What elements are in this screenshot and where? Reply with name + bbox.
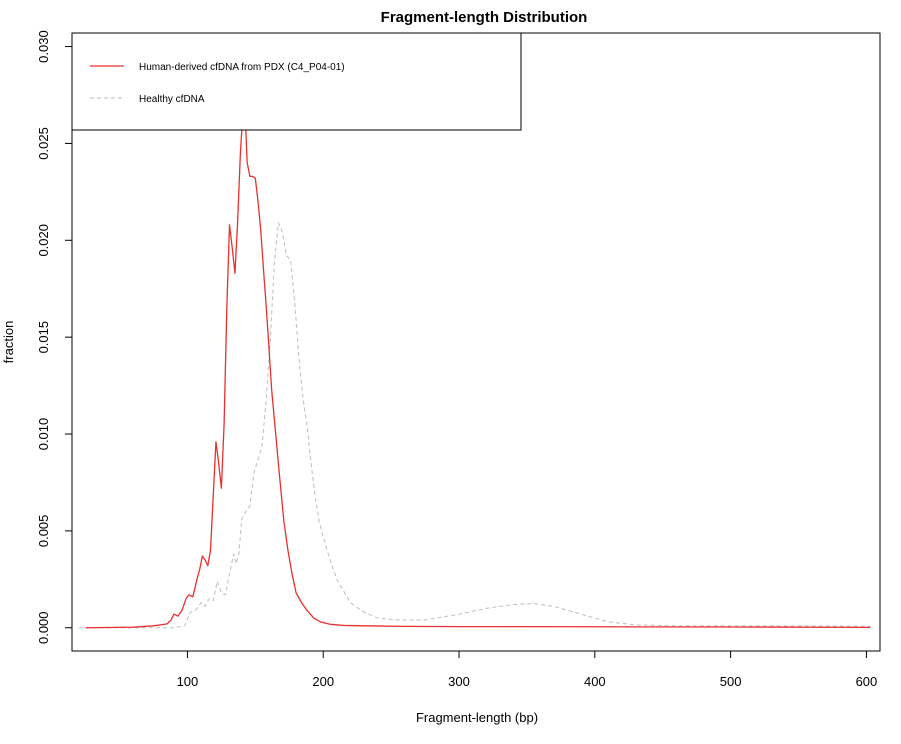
legend-label-pdx: Human-derived cfDNA from PDX (C4_P04-01) [139,62,345,73]
y-tick-label-5: 0.025 [36,127,51,160]
y-tick-label-6: 0.030 [36,30,51,63]
y-axis-title: fraction [1,321,16,364]
y-tick-label-0: 0.000 [36,611,51,644]
x-tick-label-1: 200 [312,674,334,689]
x-tick-label-3: 400 [584,674,606,689]
legend-label-healthy: Healthy cfDNA [139,94,205,105]
y-tick-label-1: 0.005 [36,515,51,548]
x-axis-title: Fragment-length (bp) [416,710,538,725]
x-tick-label-0: 100 [177,674,199,689]
y-tick-label-4: 0.020 [36,224,51,257]
x-tick-label-4: 500 [720,674,742,689]
x-axis: 100 200 300 400 500 600 [177,651,878,689]
legend-box [71,32,522,131]
series-line-healthy [78,222,871,629]
x-tick-label-2: 300 [448,674,470,689]
chart-title: Fragment-length Distribution [381,9,588,26]
legend: Human-derived cfDNA from PDX (C4_P04-01)… [71,32,522,131]
series-layer [78,107,871,629]
y-tick-label-3: 0.015 [36,321,51,354]
y-axis: 0.000 0.005 0.010 0.015 0.020 0.025 0.030 [36,30,72,644]
series-line-pdx [85,107,871,629]
x-tick-label-5: 600 [856,674,878,689]
y-tick-label-2: 0.010 [36,418,51,451]
